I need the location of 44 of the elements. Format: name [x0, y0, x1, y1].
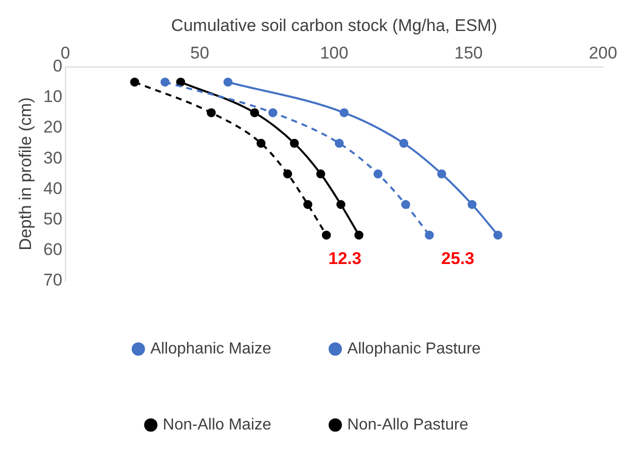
- y-tick-label: 40: [43, 178, 62, 198]
- point: [424, 230, 434, 240]
- legend-label: Non-Allo Pasture: [347, 416, 468, 434]
- y-tick-label: 60: [43, 240, 62, 260]
- x-tick-label: 200: [588, 43, 618, 62]
- y-tick-label: 30: [43, 148, 62, 168]
- point: [290, 138, 299, 148]
- y-tick-label: 50: [43, 209, 62, 228]
- point: [493, 230, 502, 240]
- y-tick-label: 20: [43, 118, 62, 137]
- point: [283, 169, 292, 178]
- point: [340, 108, 349, 118]
- legend-label: Allophanic Maize: [150, 340, 272, 358]
- y-tick-label: 70: [43, 270, 62, 290]
- point: [176, 78, 186, 87]
- point: [334, 138, 344, 148]
- point: [401, 200, 410, 209]
- point: [250, 108, 260, 118]
- x-tick-label: 50: [190, 43, 210, 62]
- legend-label: Non-Allo Maize: [162, 416, 272, 434]
- point: [316, 169, 326, 178]
- point: [268, 108, 278, 118]
- annotation: 12.3: [328, 249, 362, 268]
- point: [468, 200, 477, 209]
- y-axis-title: Depth in profile (cm): [16, 97, 35, 250]
- point: [130, 78, 140, 87]
- x-tick-label: 150: [454, 43, 483, 62]
- point: [256, 138, 266, 148]
- point: [354, 230, 364, 240]
- point: [437, 169, 446, 178]
- point: [303, 200, 312, 209]
- point: [336, 200, 346, 209]
- point: [160, 78, 170, 87]
- point: [373, 169, 382, 178]
- point: [399, 138, 408, 148]
- legend-label: Allophanic Pasture: [347, 340, 481, 358]
- point: [206, 108, 216, 118]
- point: [223, 78, 232, 87]
- x-tick-label: 100: [320, 43, 348, 62]
- annotation: 25.3: [441, 249, 474, 268]
- point: [322, 230, 331, 240]
- y-tick-label: 10: [43, 87, 62, 106]
- y-tick-label: 0: [52, 56, 62, 76]
- x-axis-title: Cumulative soil carbon stock (Mg/ha, ESM): [171, 16, 498, 35]
